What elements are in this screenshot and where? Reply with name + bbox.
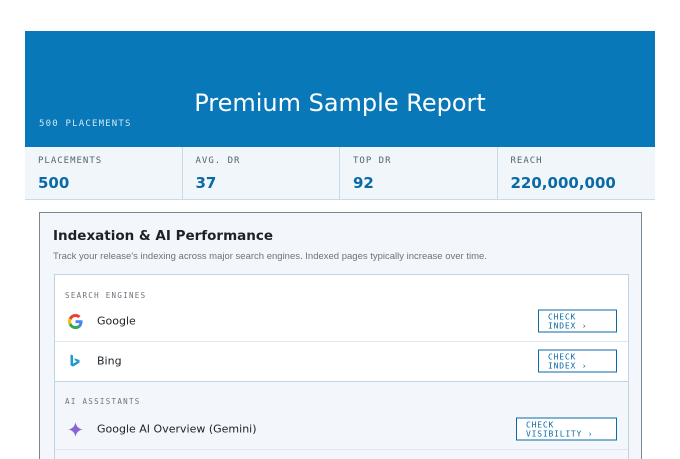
report-title: Premium Sample Report <box>194 89 486 117</box>
stat-value: 92 <box>353 174 374 192</box>
engine-name: Google <box>97 314 136 328</box>
stat-label: AVG. DR <box>195 156 241 166</box>
divider <box>55 449 628 450</box>
assistant-name: Google AI Overview (Gemini) <box>97 422 257 436</box>
ai-assistants-label: AI ASSISTANTS <box>65 397 141 406</box>
panel-description: Track your release's indexing across maj… <box>53 251 487 262</box>
stat-value: 220,000,000 <box>510 174 616 192</box>
engine-name: Bing <box>97 354 122 368</box>
stat-value: 500 <box>38 174 70 192</box>
panel-title: Indexation & AI Performance <box>53 228 274 244</box>
stat-label: TOP DR <box>353 156 392 166</box>
list-item-gemini: Google AI Overview (Gemini) CHECK VISIBI… <box>55 409 628 449</box>
stat-value: 37 <box>195 174 217 192</box>
check-visibility-gemini-button[interactable]: CHECK VISIBILITY › <box>516 417 617 441</box>
list-item-google: Google CHECK INDEX › <box>55 301 628 341</box>
indexation-list: SEARCH ENGINES Google CHECK INDEX › Bing <box>54 274 629 459</box>
indexation-panel: Indexation & AI Performance Track your r… <box>39 212 642 459</box>
gemini-sparkle-icon <box>67 421 83 437</box>
list-item-bing: Bing CHECK INDEX › <box>55 341 628 381</box>
stat-placements: PLACEMENTS 500 <box>25 147 183 199</box>
bing-icon <box>67 353 83 369</box>
ai-assistants-section: AI ASSISTANTS Google AI Overview (Gemini… <box>55 382 628 459</box>
divider <box>55 341 628 342</box>
report-header: Premium Sample Report 500 PLACEMENTS <box>25 31 655 147</box>
stat-reach: REACH 220,000,000 <box>498 147 656 199</box>
stats-bar: PLACEMENTS 500 AVG. DR 37 TOP DR 92 REAC… <box>25 147 655 200</box>
check-index-google-button[interactable]: CHECK INDEX › <box>538 309 617 333</box>
stat-label: REACH <box>510 156 543 166</box>
stat-top-dr: TOP DR 92 <box>340 147 498 199</box>
check-index-bing-button[interactable]: CHECK INDEX › <box>538 349 617 373</box>
stat-avg-dr: AVG. DR 37 <box>183 147 340 199</box>
placements-count-caption: 500 PLACEMENTS <box>39 119 132 129</box>
search-engines-label: SEARCH ENGINES <box>65 291 147 300</box>
stat-label: PLACEMENTS <box>38 156 103 166</box>
google-icon <box>67 313 83 329</box>
